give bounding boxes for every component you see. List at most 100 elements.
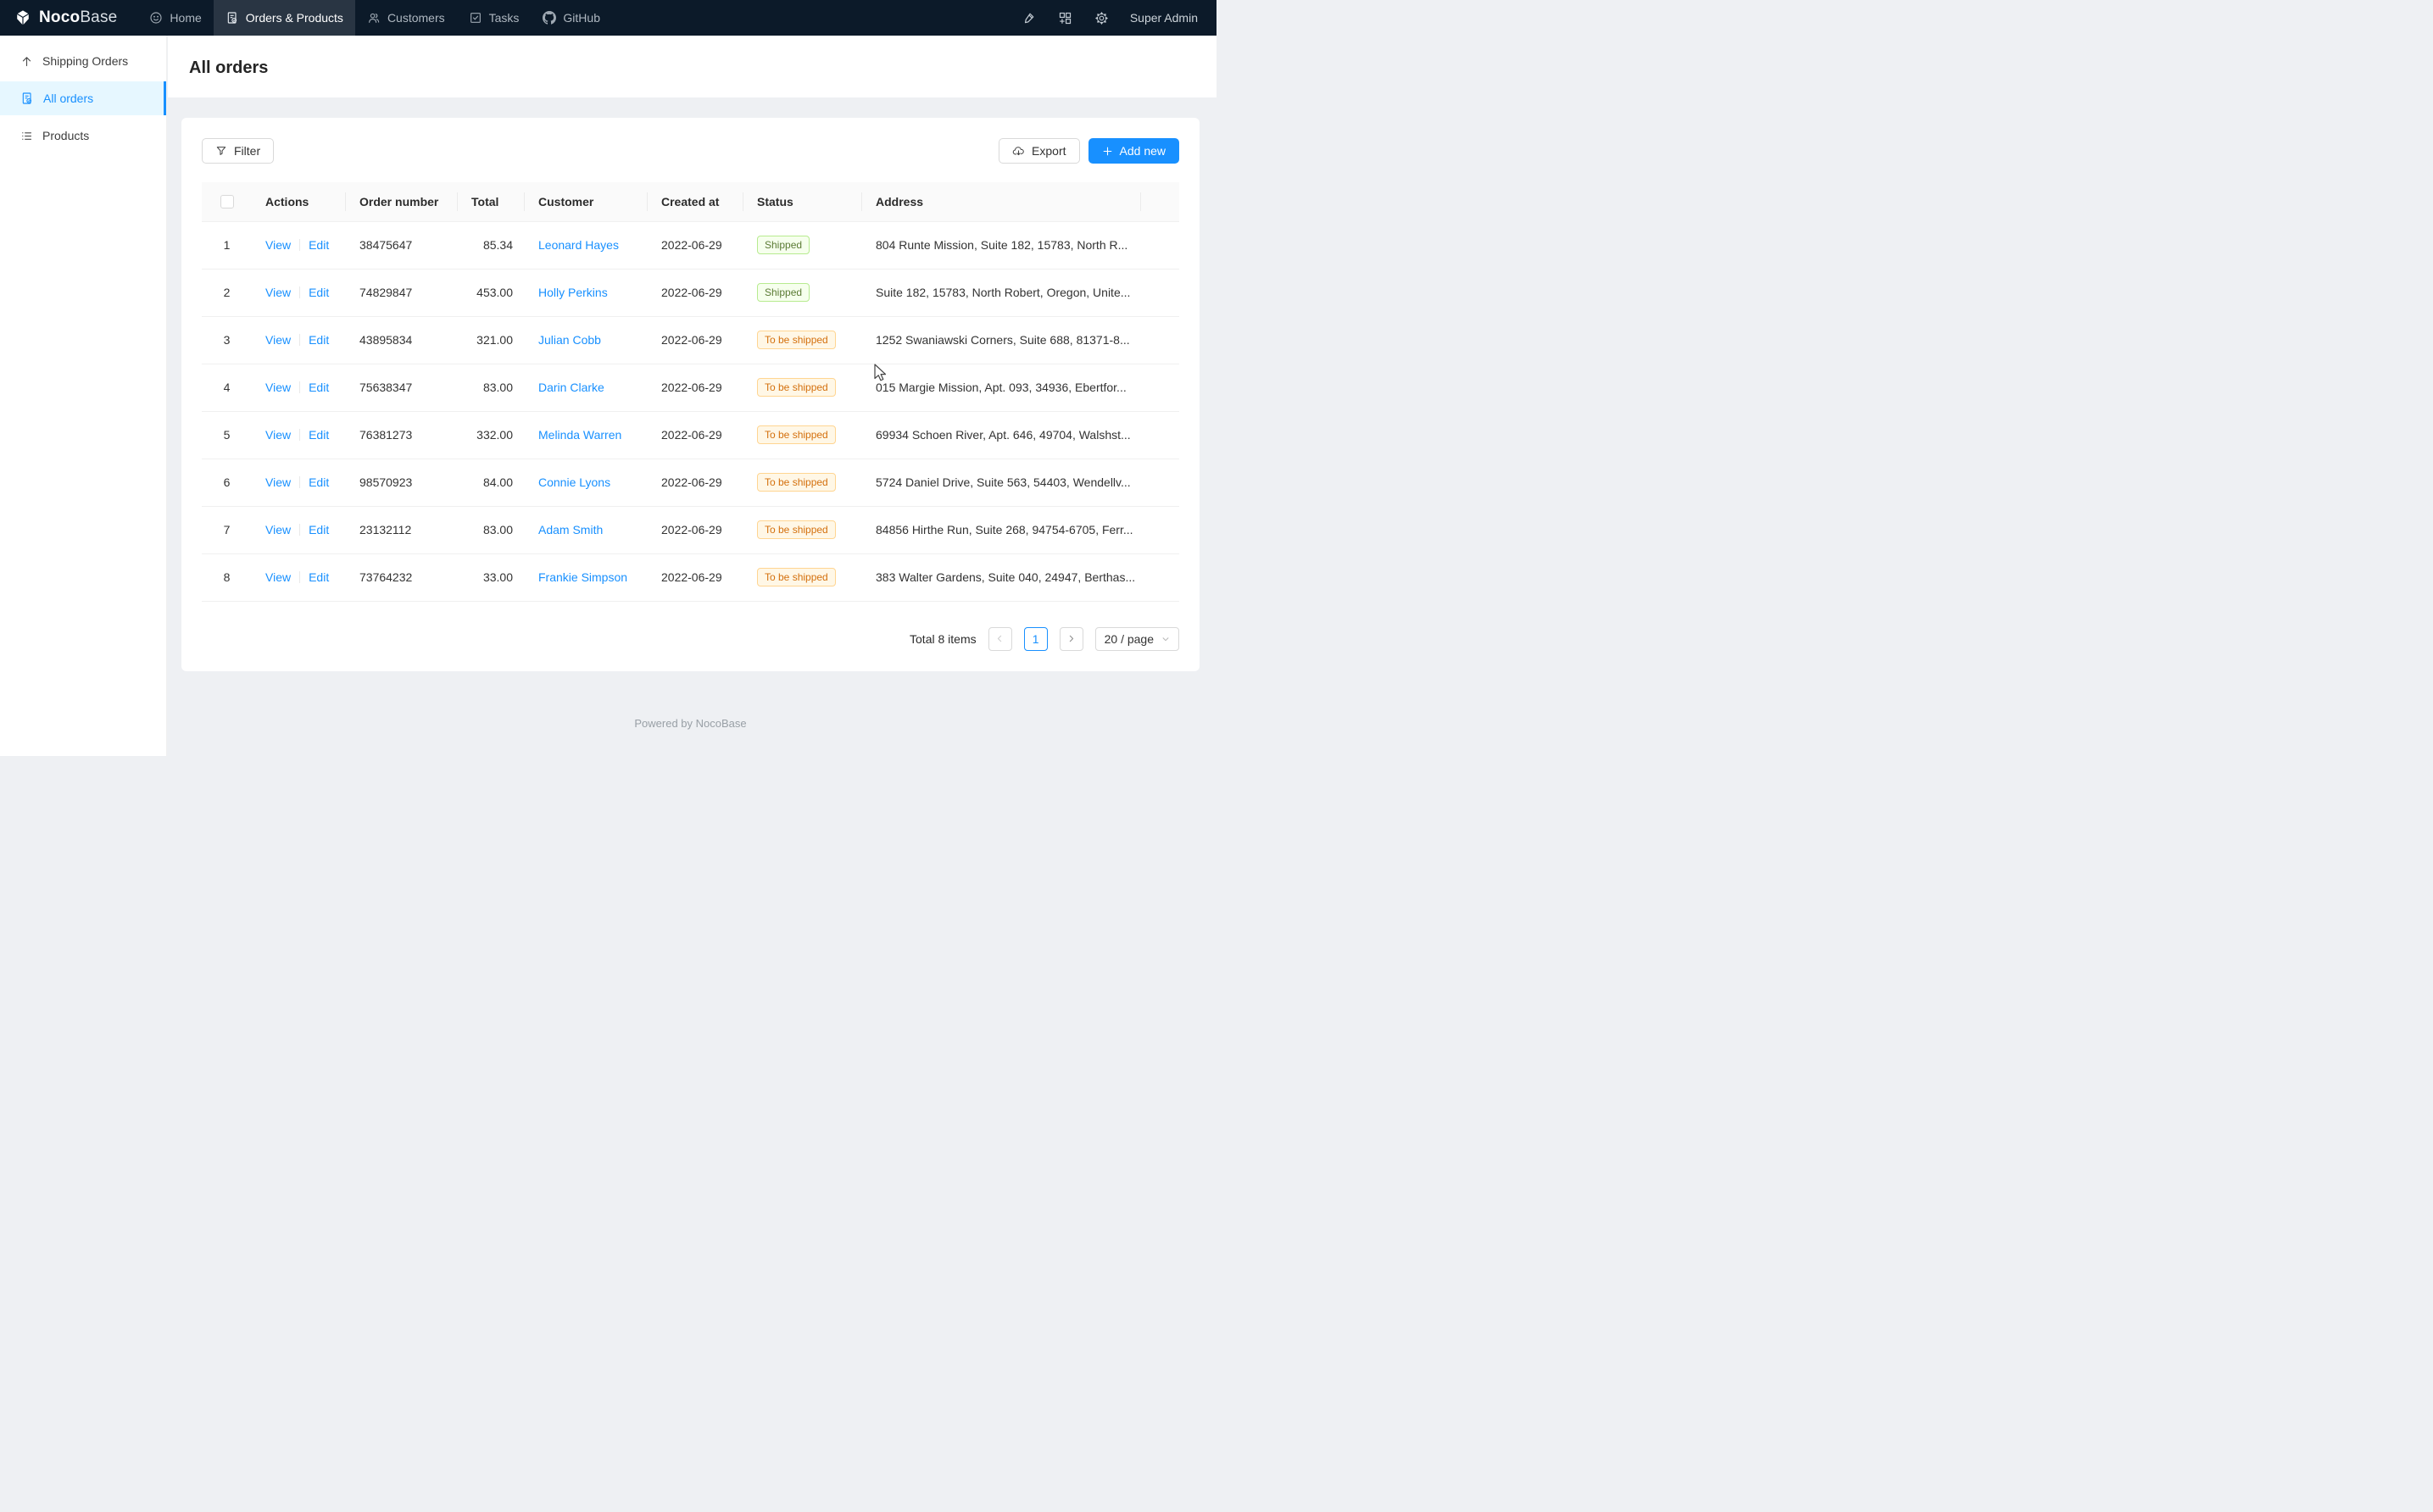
spacer-cell xyxy=(1141,506,1179,554)
view-link[interactable]: View xyxy=(265,286,292,299)
total-cell: 453.00 xyxy=(458,269,525,317)
status-badge: Shipped xyxy=(757,283,810,302)
filter-button[interactable]: Filter xyxy=(202,138,275,164)
table-row: 3 View Edit 43895834 321.00 Julian Cobb 2… xyxy=(202,316,1179,364)
action-divider xyxy=(299,524,301,536)
view-link[interactable]: View xyxy=(265,570,292,584)
top-navbar: NocoBase Home Orders & Products Customer… xyxy=(0,0,1216,36)
nocobase-logo[interactable]: NocoBase xyxy=(0,0,132,36)
highlighter-icon xyxy=(1022,11,1036,25)
add-new-button[interactable]: Add new xyxy=(1088,138,1179,164)
created-at-cell: 2022-06-29 xyxy=(648,269,743,317)
user-menu[interactable]: Super Admin xyxy=(1120,0,1216,36)
spacer-cell xyxy=(1141,364,1179,412)
customer-link[interactable]: Melinda Warren xyxy=(538,428,622,442)
plugin-manager-button[interactable] xyxy=(1047,0,1083,36)
row-index: 4 xyxy=(202,364,252,412)
sidebar-item-shipping-orders[interactable]: Shipping Orders xyxy=(0,44,166,78)
view-link[interactable]: View xyxy=(265,333,292,347)
column-header-order-number: Order number xyxy=(346,182,458,222)
edit-link[interactable]: Edit xyxy=(309,333,330,347)
settings-button[interactable] xyxy=(1083,0,1120,36)
customer-link[interactable]: Frankie Simpson xyxy=(538,570,628,584)
nav-item-label: Tasks xyxy=(488,11,520,25)
address-cell: 69934 Schoen River, Apt. 646, 49704, Wal… xyxy=(862,411,1141,459)
nav-item-github[interactable]: GitHub xyxy=(531,0,612,36)
total-cell: 84.00 xyxy=(458,459,525,507)
customer-link[interactable]: Adam Smith xyxy=(538,523,604,536)
status-cell: To be shipped xyxy=(743,364,862,412)
export-button[interactable]: Export xyxy=(999,138,1080,164)
edit-link[interactable]: Edit xyxy=(309,475,330,489)
customer-cell: Connie Lyons xyxy=(525,459,648,507)
column-header-actions: Actions xyxy=(252,182,346,222)
next-page-button[interactable] xyxy=(1059,626,1083,651)
column-header-select xyxy=(202,182,252,222)
customer-link[interactable]: Leonard Hayes xyxy=(538,238,619,252)
edit-link[interactable]: Edit xyxy=(309,381,330,394)
page-size-select[interactable]: 20 / page xyxy=(1094,626,1179,651)
ui-editor-button[interactable] xyxy=(1011,0,1047,36)
total-cell: 332.00 xyxy=(458,411,525,459)
edit-link[interactable]: Edit xyxy=(309,286,330,299)
table-header-row: Actions Order number Total Customer Crea… xyxy=(202,182,1179,222)
settings-gear-icon xyxy=(1094,11,1109,25)
customer-cell: Adam Smith xyxy=(525,506,648,554)
spacer-cell xyxy=(1141,221,1179,270)
view-link[interactable]: View xyxy=(265,475,292,489)
edit-link[interactable]: Edit xyxy=(309,523,330,536)
nav-item-label: Orders & Products xyxy=(245,11,343,25)
navbar-spacer xyxy=(612,0,1011,36)
left-sidebar: Shipping Orders All orders Products xyxy=(0,36,167,756)
sidebar-item-products[interactable]: Products xyxy=(0,119,166,153)
nav-item-tasks[interactable]: Tasks xyxy=(457,0,532,36)
status-badge: To be shipped xyxy=(757,378,836,397)
customer-cell: Frankie Simpson xyxy=(525,553,648,602)
address-cell: 383 Walter Gardens, Suite 040, 24947, Be… xyxy=(862,553,1141,602)
sidebar-item-label: Shipping Orders xyxy=(42,54,129,68)
filter-funnel-icon xyxy=(215,145,227,157)
status-cell: To be shipped xyxy=(743,506,862,554)
column-header-spacer xyxy=(1141,182,1179,222)
chevron-down-icon xyxy=(1161,635,1170,643)
nav-item-orders-products[interactable]: Orders & Products xyxy=(213,0,355,36)
customer-link[interactable]: Darin Clarke xyxy=(538,381,604,394)
spacer-cell xyxy=(1141,459,1179,507)
prev-page-button[interactable] xyxy=(988,626,1012,651)
status-badge: Shipped xyxy=(757,236,810,254)
order-number-cell: 76381273 xyxy=(346,411,458,459)
user-name: Super Admin xyxy=(1129,11,1198,25)
edit-link[interactable]: Edit xyxy=(309,570,330,584)
view-link[interactable]: View xyxy=(265,381,292,394)
order-number-cell: 73764232 xyxy=(346,553,458,602)
customer-cell: Holly Perkins xyxy=(525,269,648,317)
select-all-checkbox[interactable] xyxy=(220,194,234,208)
customer-link[interactable]: Connie Lyons xyxy=(538,475,611,489)
status-badge: To be shipped xyxy=(757,568,836,586)
actions-cell: View Edit xyxy=(252,411,346,459)
nav-item-customers[interactable]: Customers xyxy=(355,0,457,36)
customer-cell: Darin Clarke xyxy=(525,364,648,412)
row-index: 2 xyxy=(202,269,252,317)
view-link[interactable]: View xyxy=(265,523,292,536)
view-link[interactable]: View xyxy=(265,428,292,442)
address-cell: Suite 182, 15783, North Robert, Oregon, … xyxy=(862,269,1141,317)
nav-item-home[interactable]: Home xyxy=(137,0,213,36)
plugin-add-icon xyxy=(1058,11,1072,25)
file-done-icon xyxy=(20,92,34,105)
nav-item-label: Home xyxy=(170,11,202,25)
status-cell: To be shipped xyxy=(743,411,862,459)
sidebar-item-all-orders[interactable]: All orders xyxy=(0,81,166,115)
arrow-up-icon xyxy=(20,55,33,68)
page-1-button[interactable]: 1 xyxy=(1023,626,1048,651)
check-square-icon xyxy=(469,11,482,25)
sidebar-item-label: All orders xyxy=(43,92,94,105)
spacer-cell xyxy=(1141,316,1179,364)
view-link[interactable]: View xyxy=(265,238,292,252)
table-row: 2 View Edit 74829847 453.00 Holly Perkins… xyxy=(202,269,1179,317)
customer-link[interactable]: Holly Perkins xyxy=(538,286,608,299)
edit-link[interactable]: Edit xyxy=(309,238,330,252)
address-cell: 015 Margie Mission, Apt. 093, 34936, Ebe… xyxy=(862,364,1141,412)
edit-link[interactable]: Edit xyxy=(309,428,330,442)
customer-link[interactable]: Julian Cobb xyxy=(538,333,601,347)
